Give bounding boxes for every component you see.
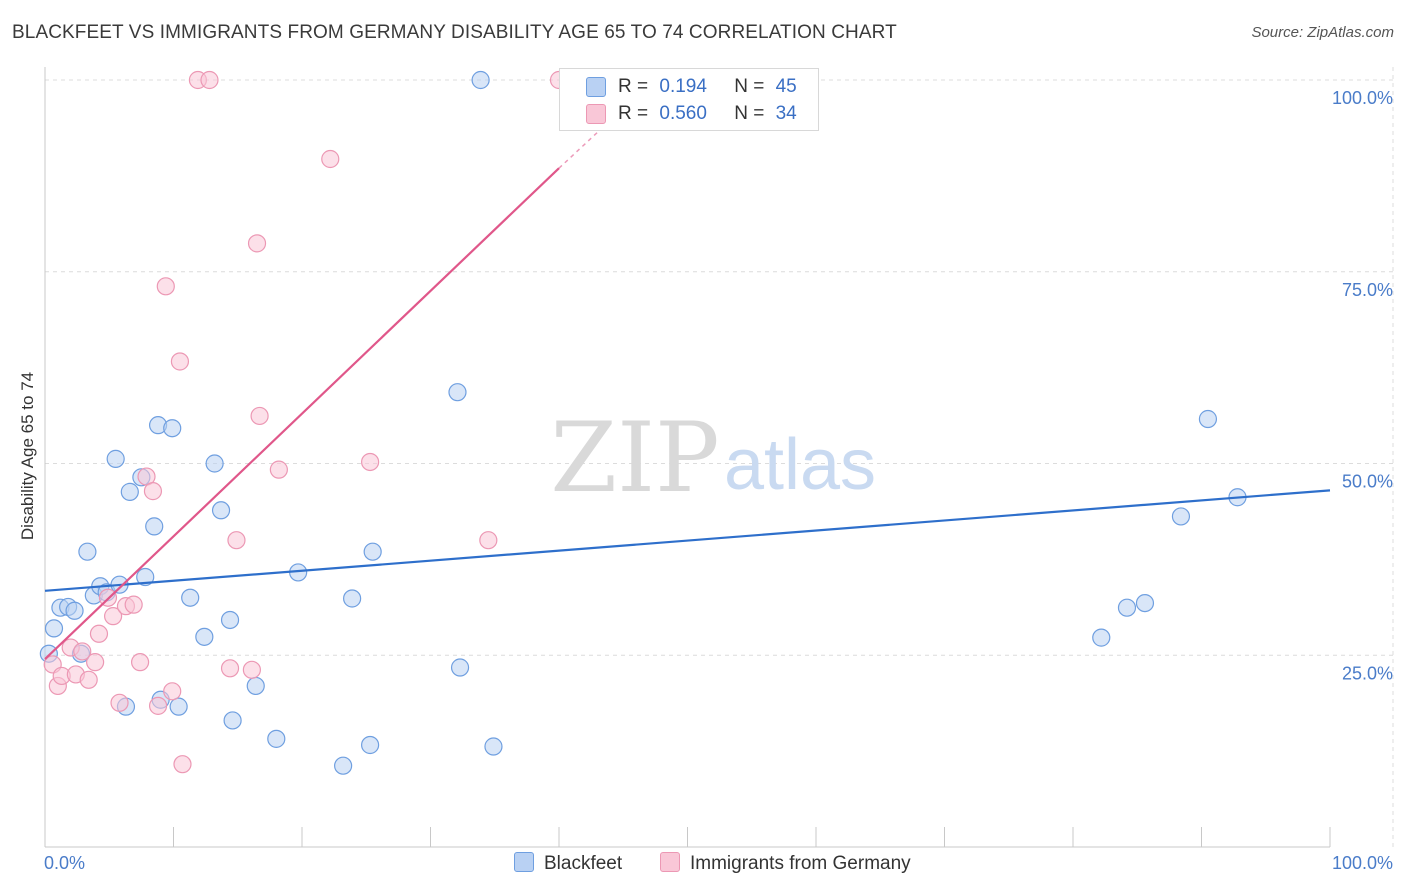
point-blackfeet xyxy=(450,658,470,677)
point-germany xyxy=(269,460,288,479)
point-blackfeet xyxy=(223,711,242,730)
point-germany xyxy=(89,624,109,643)
legend-swatch-blackfeet xyxy=(586,77,606,97)
point-germany xyxy=(227,531,246,550)
point-germany xyxy=(247,234,267,253)
point-germany xyxy=(86,653,105,672)
bottom-legend-blackfeet: Blackfeet xyxy=(514,852,622,875)
point-blackfeet xyxy=(246,676,265,696)
legend-r-value: 0.194 xyxy=(659,76,707,97)
point-blackfeet xyxy=(334,756,353,775)
legend-n-label: N = xyxy=(734,76,765,97)
y-tick-label: 75.0% xyxy=(1342,280,1393,300)
trend-line-blackfeet xyxy=(44,489,1331,592)
point-germany xyxy=(130,653,150,672)
point-blackfeet xyxy=(106,449,125,468)
y-tick-label: 100.0% xyxy=(1332,88,1393,108)
point-blackfeet xyxy=(448,383,467,402)
point-germany xyxy=(163,682,182,701)
point-germany xyxy=(173,755,192,774)
grid-lines xyxy=(45,67,1395,847)
watermark: ZIP atlas xyxy=(550,402,876,514)
point-blackfeet xyxy=(163,419,182,438)
bottom-legend-swatch-germany xyxy=(660,852,680,872)
point-germany xyxy=(104,607,123,626)
bottom-legend-label-germany: Immigrants from Germany xyxy=(690,853,911,874)
trend-lines xyxy=(44,129,1331,660)
point-germany xyxy=(110,693,129,712)
point-blackfeet xyxy=(1135,593,1155,613)
legend-swatch-germany xyxy=(586,104,606,124)
point-blackfeet xyxy=(44,619,64,638)
point-blackfeet xyxy=(136,567,155,587)
point-blackfeet xyxy=(363,542,382,561)
legend-r-label: R = xyxy=(618,103,649,124)
point-blackfeet xyxy=(65,601,84,620)
legend-n-value: 34 xyxy=(775,103,797,124)
point-germany xyxy=(124,595,143,614)
y-tick-label: 25.0% xyxy=(1342,663,1393,683)
point-germany xyxy=(361,452,380,472)
point-blackfeet xyxy=(120,482,139,501)
watermark-zip: ZIP xyxy=(550,402,719,514)
legend-box: R = 0.194 N = 45 R = 0.560 N = 34 xyxy=(559,68,819,131)
point-germany xyxy=(200,70,219,90)
point-blackfeet xyxy=(145,517,164,536)
point-germany xyxy=(220,659,240,678)
trend-line-germany xyxy=(44,167,560,660)
point-blackfeet xyxy=(484,737,503,756)
point-blackfeet xyxy=(1198,409,1218,429)
point-germany xyxy=(73,642,92,661)
y-axis-label: Disability Age 65 to 74 xyxy=(18,372,37,540)
x-tick-label: 0.0% xyxy=(44,853,85,873)
source-label: Source: ZipAtlas.com xyxy=(1251,24,1394,41)
axis-labels: 25.0% 50.0% 75.0% 100.0% 0.0% 100.0% Disabilit… xyxy=(18,88,1393,873)
point-germany xyxy=(79,670,98,689)
data-points xyxy=(39,70,1247,775)
point-germany xyxy=(143,482,163,501)
point-germany xyxy=(156,277,175,296)
point-blackfeet xyxy=(1171,507,1191,526)
legend-n-value: 45 xyxy=(775,76,797,97)
point-blackfeet xyxy=(220,610,240,630)
point-blackfeet xyxy=(78,542,97,561)
legend-r-value: 0.560 xyxy=(659,103,707,124)
chart-title: BLACKFEET VS IMMIGRANTS FROM GERMANY DIS… xyxy=(12,22,897,43)
point-blackfeet xyxy=(181,588,200,607)
point-blackfeet xyxy=(205,454,224,473)
point-blackfeet xyxy=(195,627,214,646)
point-blackfeet xyxy=(361,735,380,755)
point-blackfeet xyxy=(1117,598,1137,617)
bottom-legend-swatch-blackfeet xyxy=(514,852,534,872)
x-tick-label: 100.0% xyxy=(1332,853,1393,873)
legend-row-blackfeet: R = 0.194 N = 45 xyxy=(560,74,818,100)
trend-line-germany-extension xyxy=(558,129,601,169)
point-blackfeet xyxy=(267,729,286,748)
point-germany xyxy=(479,531,498,550)
point-germany xyxy=(148,696,168,715)
y-tick-label: 50.0% xyxy=(1342,472,1393,492)
point-germany xyxy=(242,660,261,679)
point-blackfeet xyxy=(169,697,188,716)
legend-r-label: R = xyxy=(618,76,649,97)
point-blackfeet xyxy=(1092,628,1111,647)
bottom-legend-germany: Immigrants from Germany xyxy=(660,852,911,875)
axes xyxy=(44,67,1331,848)
legend-n-label: N = xyxy=(734,103,765,124)
bottom-legend-label-blackfeet: Blackfeet xyxy=(544,853,623,874)
legend-row-germany: R = 0.560 N = 34 xyxy=(560,101,818,127)
watermark-atlas: atlas xyxy=(724,425,876,505)
point-blackfeet xyxy=(211,501,231,520)
point-germany xyxy=(321,149,340,169)
point-blackfeet xyxy=(343,589,362,608)
point-blackfeet xyxy=(471,70,490,90)
point-germany xyxy=(170,352,190,371)
point-germany xyxy=(250,406,269,426)
